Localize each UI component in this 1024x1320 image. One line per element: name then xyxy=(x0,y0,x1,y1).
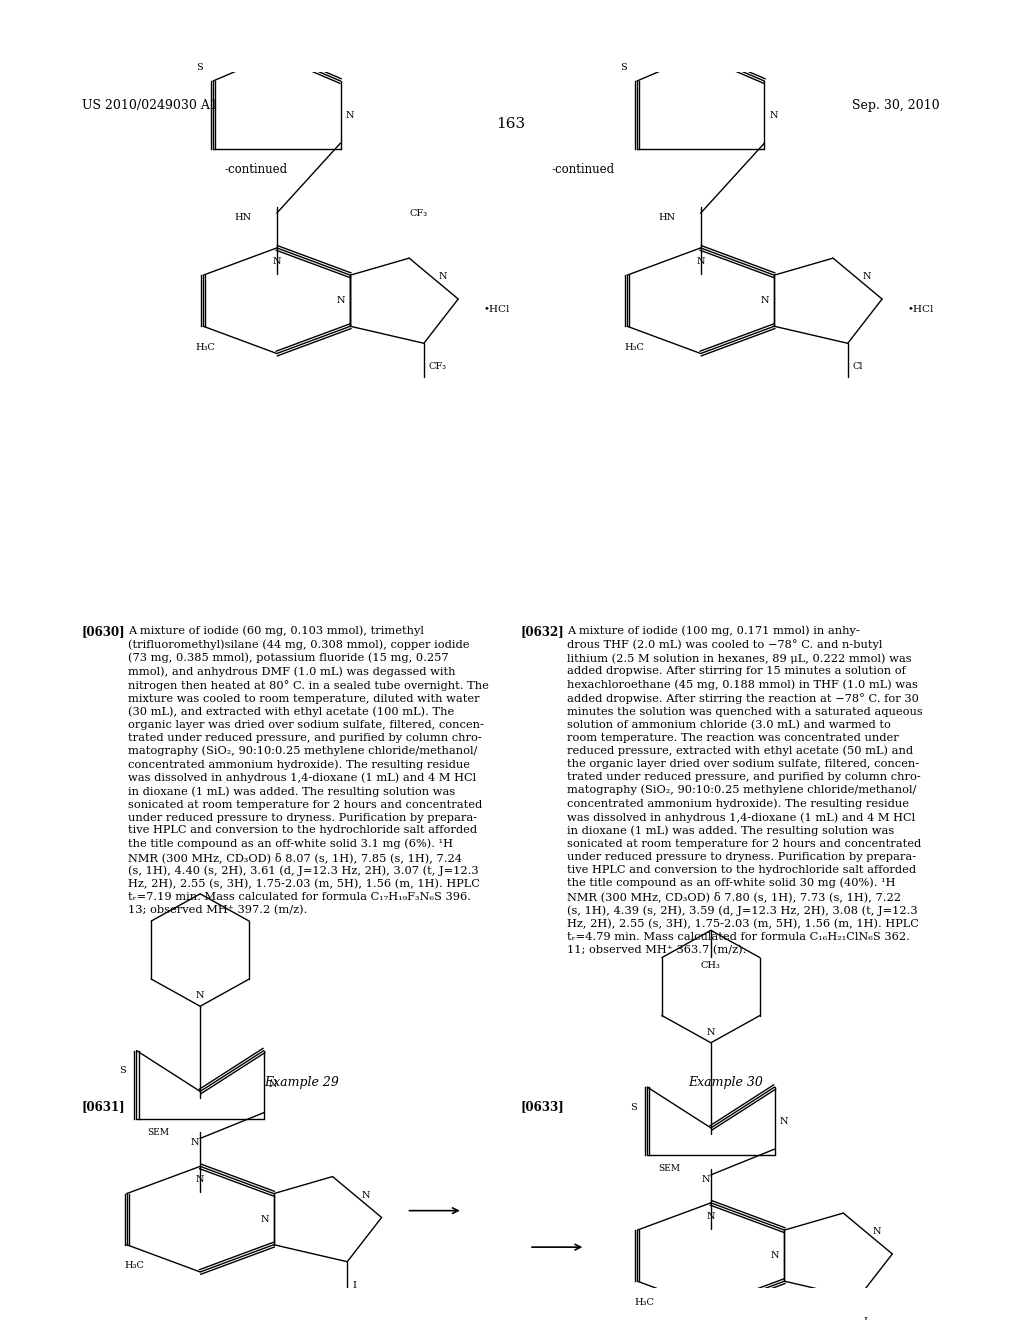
Text: A mixture of iodide (60 mg, 0.103 mmol), trimethyl
(trifluoromethyl)silane (44 m: A mixture of iodide (60 mg, 0.103 mmol),… xyxy=(128,626,488,916)
Text: N: N xyxy=(438,272,447,281)
Text: I: I xyxy=(352,1280,356,1290)
Text: N: N xyxy=(337,296,345,305)
Text: S: S xyxy=(630,1104,637,1111)
Text: S: S xyxy=(620,63,627,71)
Text: N: N xyxy=(346,111,354,120)
Text: HN: HN xyxy=(658,213,675,222)
Text: H₃C: H₃C xyxy=(124,1262,144,1270)
Text: N: N xyxy=(707,1212,715,1221)
Text: Example 30: Example 30 xyxy=(688,1076,763,1089)
Text: S: S xyxy=(120,1067,126,1076)
Text: Example 29: Example 29 xyxy=(264,1076,339,1089)
Text: N: N xyxy=(779,1117,788,1126)
Text: N: N xyxy=(872,1228,882,1237)
Text: N: N xyxy=(771,1251,779,1261)
Text: 163: 163 xyxy=(497,117,525,131)
Text: SEM: SEM xyxy=(658,1164,680,1173)
Text: H₃C: H₃C xyxy=(635,1298,654,1307)
Text: [0632]: [0632] xyxy=(521,626,564,639)
Text: N: N xyxy=(769,111,778,120)
Text: N: N xyxy=(696,257,705,267)
Text: N: N xyxy=(190,1138,200,1147)
Text: Cl: Cl xyxy=(853,362,863,371)
Text: N: N xyxy=(707,1028,715,1036)
Text: •HCl: •HCl xyxy=(483,305,510,314)
Text: [0630]: [0630] xyxy=(82,626,125,639)
Text: •HCl: •HCl xyxy=(907,305,934,314)
Text: -continued: -continued xyxy=(552,164,614,177)
Text: CF₃: CF₃ xyxy=(410,209,427,218)
Text: CF₃: CF₃ xyxy=(429,362,447,371)
Text: N: N xyxy=(761,296,769,305)
Text: N: N xyxy=(272,257,281,267)
Text: HN: HN xyxy=(234,213,251,222)
Text: H₃C: H₃C xyxy=(196,343,215,352)
Text: [0633]: [0633] xyxy=(521,1100,564,1113)
Text: N: N xyxy=(260,1214,268,1224)
Text: N: N xyxy=(701,1175,710,1184)
Text: N: N xyxy=(269,1080,278,1089)
Text: CH₃: CH₃ xyxy=(701,961,721,970)
Text: [0631]: [0631] xyxy=(82,1100,125,1113)
Text: SEM: SEM xyxy=(147,1127,170,1137)
Text: H₃C: H₃C xyxy=(625,343,644,352)
Text: -continued: -continued xyxy=(224,164,288,177)
Text: N: N xyxy=(862,272,871,281)
Text: Sep. 30, 2010: Sep. 30, 2010 xyxy=(852,99,940,112)
Text: N: N xyxy=(196,991,205,1001)
Text: I: I xyxy=(863,1317,867,1320)
Text: N: N xyxy=(362,1191,371,1200)
Text: N: N xyxy=(196,1176,205,1184)
Text: A mixture of iodide (100 mg, 0.171 mmol) in anhy-
drous THF (2.0 mL) was cooled : A mixture of iodide (100 mg, 0.171 mmol)… xyxy=(567,626,923,954)
Text: S: S xyxy=(197,63,203,71)
Text: US 2010/0249030 A1: US 2010/0249030 A1 xyxy=(82,99,217,112)
